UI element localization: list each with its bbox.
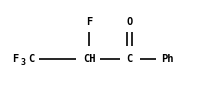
Text: Ph: Ph bbox=[161, 54, 173, 64]
Text: C: C bbox=[28, 54, 34, 64]
Text: F: F bbox=[86, 17, 92, 27]
Text: O: O bbox=[126, 17, 132, 27]
Text: F: F bbox=[12, 54, 18, 64]
Text: C: C bbox=[126, 54, 132, 64]
Text: 3: 3 bbox=[21, 58, 25, 67]
Text: CH: CH bbox=[83, 54, 95, 64]
